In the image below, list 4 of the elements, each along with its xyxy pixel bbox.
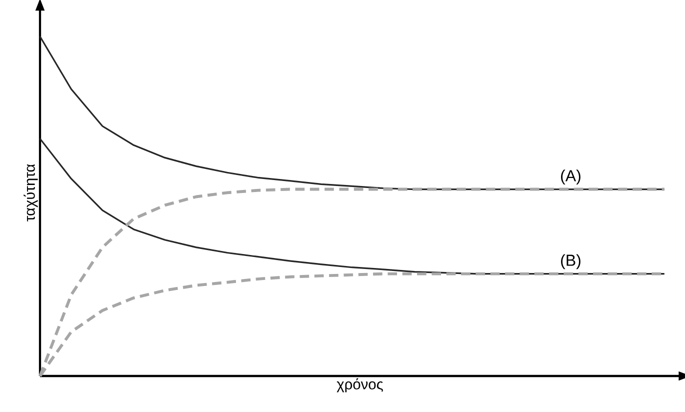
annotation: (A): [561, 170, 580, 185]
y-axis-title: ταχύτητα: [24, 164, 38, 222]
x-axis-title: χρόνος: [336, 378, 383, 392]
annotation: (B): [561, 254, 580, 270]
